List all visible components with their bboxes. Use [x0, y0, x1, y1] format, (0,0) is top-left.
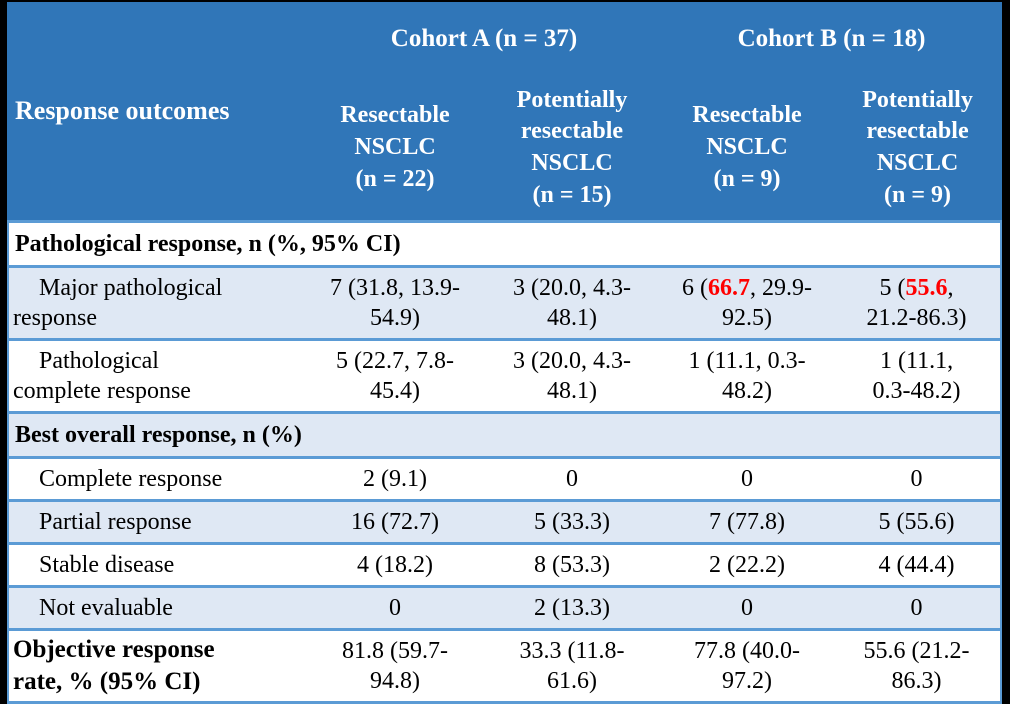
section-pathological-response: Pathological response, n (%, 95% CI): [7, 220, 1003, 265]
cell-ne-potentially-a: 2 (13.3): [483, 585, 662, 628]
value-suffix: , 21.2-86.3): [866, 274, 967, 331]
header-row-cohorts: Response outcomes Cohort A (n = 37) Coho…: [7, 2, 1003, 220]
cell-pcr-resectable-b: 1 (11.1, 0.3- 48.2): [661, 338, 834, 411]
cell-ne-resectable-b: 0: [661, 585, 834, 628]
cell-sd-potentially-a: 8 (53.3): [483, 542, 662, 585]
row-label: Not evaluable: [7, 585, 307, 628]
highlighted-value: 55.6: [905, 274, 948, 301]
cell-orr-resectable-b: 77.8 (40.0- 97.2): [661, 628, 834, 704]
row-partial-response: Partial response 16 (72.7) 5 (33.3) 7 (7…: [7, 499, 1003, 542]
cell-sd-potentially-b: 4 (44.4): [833, 542, 1003, 585]
row-label: Stable disease: [7, 542, 307, 585]
cell-orr-potentially-a: 33.3 (11.8- 61.6): [483, 628, 662, 704]
cohort-b-header: Cohort B (n = 18): [661, 2, 1003, 76]
value-suffix: , 29.9- 92.5): [722, 274, 813, 331]
cell-ne-resectable-a: 0: [307, 585, 483, 628]
cell-pcr-potentially-a: 3 (20.0, 4.3- 48.1): [483, 338, 662, 411]
header-row-columns: Resectable NSCLC (n = 22) Potentially re…: [7, 76, 1003, 220]
row-pathological-complete-response: Pathological complete response 5 (22.7, …: [7, 338, 1003, 411]
col-header-resectable-a: Resectable NSCLC (n = 22): [307, 76, 483, 220]
cell-pr-potentially-a: 5 (33.3): [483, 499, 662, 542]
highlighted-value: 66.7: [708, 274, 751, 301]
cell-orr-resectable-a: 81.8 (59.7- 94.8): [307, 628, 483, 704]
cell-pr-potentially-b: 5 (55.6): [833, 499, 1003, 542]
cell-cr-potentially-a: 0: [483, 456, 662, 499]
cohort-a-header: Cohort A (n = 37): [307, 2, 662, 76]
value-prefix: 5 (: [879, 274, 906, 301]
section-title: Best overall response, n (%): [7, 411, 1003, 456]
row-major-pathological-response: Major pathological response 7 (31.8, 13.…: [7, 265, 1003, 338]
cell-cr-resectable-a: 2 (9.1): [307, 456, 483, 499]
cell-mpr-potentially-b: 5 (55.6, 21.2-86.3): [833, 265, 1003, 338]
row-label: Major pathological response: [7, 265, 307, 338]
cell-pr-resectable-a: 16 (72.7): [307, 499, 483, 542]
value-prefix: 6 (: [682, 274, 709, 301]
row-not-evaluable: Not evaluable 0 2 (13.3) 0 0: [7, 585, 1003, 628]
cell-mpr-resectable-a: 7 (31.8, 13.9- 54.9): [307, 265, 483, 338]
cell-cr-potentially-b: 0: [833, 456, 1003, 499]
section-best-overall-response: Best overall response, n (%): [7, 411, 1003, 456]
row-label: Partial response: [7, 499, 307, 542]
row-complete-response: Complete response 2 (9.1) 0 0 0: [7, 456, 1003, 499]
cell-pr-resectable-b: 7 (77.8): [661, 499, 834, 542]
row-label: Complete response: [7, 456, 307, 499]
row-header-label: Response outcomes: [7, 2, 307, 220]
cell-cr-resectable-b: 0: [661, 456, 834, 499]
col-header-resectable-b: Resectable NSCLC (n = 9): [661, 76, 834, 220]
row-stable-disease: Stable disease 4 (18.2) 8 (53.3) 2 (22.2…: [7, 542, 1003, 585]
cell-pcr-resectable-a: 5 (22.7, 7.8- 45.4): [307, 338, 483, 411]
cell-mpr-resectable-b: 6 (66.7, 29.9- 92.5): [661, 265, 834, 338]
response-outcomes-table: Response outcomes Cohort A (n = 37) Coho…: [7, 2, 1003, 704]
col-header-potentially-resectable-a: Potentially resectable NSCLC (n = 15): [483, 76, 662, 220]
cell-sd-resectable-a: 4 (18.2): [307, 542, 483, 585]
cell-pcr-potentially-b: 1 (11.1, 0.3-48.2): [833, 338, 1003, 411]
col-header-potentially-resectable-b: Potentially resectable NSCLC (n = 9): [833, 76, 1003, 220]
cell-orr-potentially-b: 55.6 (21.2- 86.3): [833, 628, 1003, 704]
section-title: Pathological response, n (%, 95% CI): [7, 220, 1003, 265]
cell-ne-potentially-b: 0: [833, 585, 1003, 628]
row-label: Pathological complete response: [7, 338, 307, 411]
row-objective-response-rate: Objective response rate, % (95% CI) 81.8…: [7, 628, 1003, 704]
cell-mpr-potentially-a: 3 (20.0, 4.3- 48.1): [483, 265, 662, 338]
cell-sd-resectable-b: 2 (22.2): [661, 542, 834, 585]
row-label: Objective response rate, % (95% CI): [7, 628, 307, 704]
